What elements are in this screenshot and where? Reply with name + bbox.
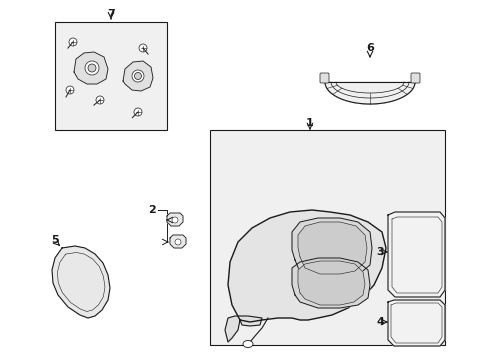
Polygon shape — [297, 261, 364, 305]
Text: 2: 2 — [148, 205, 156, 215]
FancyBboxPatch shape — [410, 73, 419, 83]
Circle shape — [66, 86, 74, 94]
Polygon shape — [291, 258, 369, 308]
Polygon shape — [291, 218, 371, 278]
Text: 1: 1 — [305, 118, 313, 128]
Polygon shape — [170, 235, 185, 248]
Polygon shape — [325, 82, 414, 104]
Text: 3: 3 — [375, 247, 383, 257]
Circle shape — [175, 239, 181, 245]
Text: 4: 4 — [375, 317, 383, 327]
Polygon shape — [167, 213, 183, 226]
Polygon shape — [52, 246, 110, 318]
Polygon shape — [74, 52, 108, 84]
Polygon shape — [227, 210, 385, 322]
Circle shape — [139, 44, 147, 52]
Bar — [209, 130, 444, 345]
Circle shape — [88, 64, 96, 72]
Circle shape — [134, 72, 141, 80]
Bar — [55, 22, 167, 130]
Circle shape — [69, 38, 77, 46]
Text: 5: 5 — [51, 235, 59, 245]
Polygon shape — [123, 61, 153, 91]
Polygon shape — [387, 300, 444, 346]
FancyBboxPatch shape — [319, 73, 328, 83]
Circle shape — [96, 96, 104, 104]
Text: 6: 6 — [366, 43, 373, 53]
Text: 7: 7 — [107, 9, 115, 19]
Polygon shape — [297, 222, 366, 274]
Circle shape — [172, 217, 178, 223]
Polygon shape — [224, 316, 262, 342]
Polygon shape — [387, 212, 444, 297]
Circle shape — [85, 61, 99, 75]
Ellipse shape — [243, 341, 252, 347]
Circle shape — [134, 108, 142, 116]
Circle shape — [132, 70, 143, 82]
